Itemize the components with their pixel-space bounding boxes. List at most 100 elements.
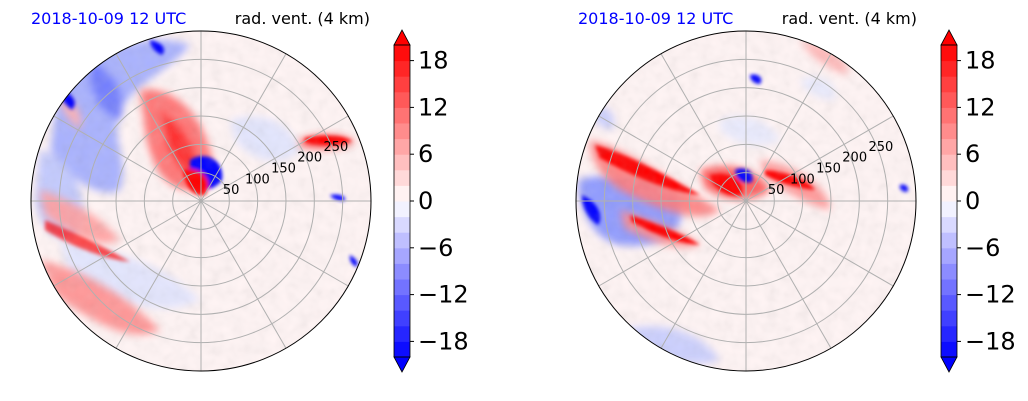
radial-tick-label: 50 xyxy=(223,183,240,198)
angular-gridline xyxy=(200,200,349,287)
colorbar-level xyxy=(941,341,957,358)
radial-tick-label: 150 xyxy=(816,161,841,176)
colorbar-level xyxy=(394,123,410,140)
radial-tick-label: 50 xyxy=(768,183,785,198)
colorbar-level xyxy=(394,201,410,218)
colorbar-level xyxy=(941,279,957,296)
colorbar-level xyxy=(394,294,410,311)
panel-title-field: rad. vent. (4 km) xyxy=(782,9,917,28)
colorbar-level xyxy=(941,263,957,280)
angular-gridline xyxy=(745,115,894,202)
colorbar-level xyxy=(941,91,957,108)
radial-tick-label: 200 xyxy=(842,151,867,166)
colorbar-tick-label: 0 xyxy=(418,187,433,215)
colorbar-level xyxy=(394,341,410,358)
radial-tick-label: 100 xyxy=(790,172,815,187)
colorbar-level xyxy=(941,154,957,171)
angular-gridline xyxy=(660,200,747,349)
colorbar-extend-max xyxy=(940,29,958,46)
colorbar-level xyxy=(941,247,957,264)
colorbar-level xyxy=(941,310,957,327)
colorbar-level xyxy=(394,263,410,280)
colorbar-tick-label: 12 xyxy=(965,93,996,121)
colorbar-level xyxy=(941,138,957,155)
colorbar-level xyxy=(394,325,410,342)
colorbar-tick-label: 18 xyxy=(418,47,449,75)
colorbar-tick-label: −6 xyxy=(418,234,453,262)
polar-grid xyxy=(31,31,371,371)
colorbar-level xyxy=(394,216,410,233)
colorbar-extend-min xyxy=(940,356,958,373)
colorbar-level xyxy=(941,325,957,342)
colorbar-level xyxy=(394,45,410,62)
angular-gridline xyxy=(200,53,287,202)
colorbar-tick-label: −18 xyxy=(418,327,469,355)
panel-title-date: 2018-10-09 12 UTC xyxy=(578,9,733,28)
panel-title-field: rad. vent. (4 km) xyxy=(235,9,370,28)
colorbar-extend-max xyxy=(393,29,411,46)
colorbar-tick-label: 18 xyxy=(965,47,996,75)
colorbar-tick-label: −18 xyxy=(965,327,1016,355)
angular-gridline xyxy=(200,115,349,202)
angular-gridline xyxy=(115,53,202,202)
colorbar-level xyxy=(941,294,957,311)
radial-tick-label: 200 xyxy=(297,151,322,166)
colorbar-level xyxy=(941,107,957,124)
radial-tick-label: 250 xyxy=(323,140,348,155)
polar-panel-right: 2018-10-09 12 UTC rad. vent. (4 km) xyxy=(575,9,1016,373)
colorbar-extend-min xyxy=(393,356,411,373)
colorbar-level xyxy=(394,247,410,264)
colorbar-level xyxy=(941,45,957,62)
panel-title-date: 2018-10-09 12 UTC xyxy=(31,9,186,28)
colorbar-tick-label: 0 xyxy=(965,187,980,215)
polar-grid xyxy=(576,31,916,371)
colorbar-level xyxy=(941,232,957,249)
colorbar-level xyxy=(941,76,957,93)
colorbar-level xyxy=(394,138,410,155)
polar-frame xyxy=(575,30,917,372)
colorbar-tick-label: 12 xyxy=(418,93,449,121)
colorbar-ticks: 18 12 6 0 −6 −12 −18 xyxy=(957,47,1016,355)
angular-gridline xyxy=(598,200,747,287)
angular-gridline xyxy=(745,53,832,202)
angular-gridline xyxy=(53,115,202,202)
colorbar-level xyxy=(941,216,957,233)
colorbar-tick-label: −12 xyxy=(418,281,469,309)
colorbar-level xyxy=(941,185,957,202)
colorbar-tick-label: 6 xyxy=(418,140,433,168)
colorbar-level xyxy=(394,107,410,124)
colorbar-level xyxy=(941,60,957,77)
colorbar-level xyxy=(394,91,410,108)
radial-tick-label: 250 xyxy=(868,140,893,155)
colorbar-level xyxy=(394,185,410,202)
colorbar-level xyxy=(394,232,410,249)
colorbar-level xyxy=(941,169,957,186)
polar-frame xyxy=(30,30,372,372)
radial-tick-label: 100 xyxy=(245,172,270,187)
angular-gridline xyxy=(598,115,747,202)
colorbar-tick-label: −12 xyxy=(965,281,1016,309)
colorbar: 18 12 6 0 −6 −12 −18 xyxy=(393,29,469,373)
angular-gridline xyxy=(115,200,202,349)
colorbar-level xyxy=(394,169,410,186)
angular-gridline xyxy=(745,200,832,349)
colorbar-level xyxy=(941,123,957,140)
colorbar-tick-label: −6 xyxy=(965,234,1000,262)
colorbar: 18 12 6 0 −6 −12 −18 xyxy=(940,29,1016,373)
colorbar-level xyxy=(394,154,410,171)
colorbar-level xyxy=(394,279,410,296)
colorbar-level xyxy=(394,60,410,77)
polar-panel-left: 2018-10-09 12 UTC rad. vent. (4 km) xyxy=(30,9,469,373)
angular-gridline xyxy=(745,200,894,287)
angular-gridline xyxy=(200,200,287,349)
colorbar-tick-label: 6 xyxy=(965,140,980,168)
colorbar-level xyxy=(941,201,957,218)
angular-gridline xyxy=(53,200,202,287)
colorbar-level xyxy=(394,310,410,327)
radial-tick-label: 150 xyxy=(271,161,296,176)
colorbar-ticks: 18 12 6 0 −6 −12 −18 xyxy=(410,47,469,355)
angular-gridline xyxy=(660,53,747,202)
